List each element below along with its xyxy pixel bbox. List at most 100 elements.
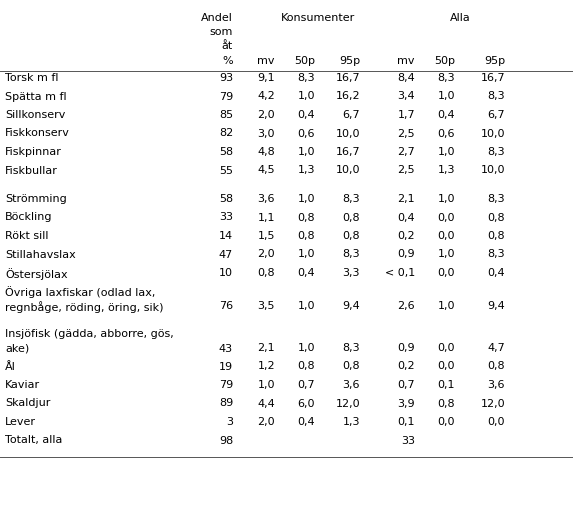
Text: 8,3: 8,3 bbox=[488, 194, 505, 204]
Text: 10,0: 10,0 bbox=[481, 128, 505, 138]
Text: 1,0: 1,0 bbox=[297, 194, 315, 204]
Text: 8,3: 8,3 bbox=[343, 194, 360, 204]
Text: Kaviar: Kaviar bbox=[5, 380, 40, 390]
Text: som: som bbox=[210, 27, 233, 37]
Text: 0,9: 0,9 bbox=[397, 343, 415, 353]
Text: 3,5: 3,5 bbox=[257, 301, 275, 311]
Text: Östersjölax: Östersjölax bbox=[5, 268, 68, 280]
Text: 2,0: 2,0 bbox=[257, 250, 275, 260]
Text: 1,0: 1,0 bbox=[297, 301, 315, 311]
Text: 4,5: 4,5 bbox=[257, 165, 275, 176]
Text: 0,0: 0,0 bbox=[438, 417, 455, 427]
Text: 1,3: 1,3 bbox=[438, 165, 455, 176]
Text: 85: 85 bbox=[219, 110, 233, 120]
Text: 1,0: 1,0 bbox=[297, 250, 315, 260]
Text: 1,5: 1,5 bbox=[257, 231, 275, 241]
Text: 4,2: 4,2 bbox=[257, 92, 275, 102]
Text: 2,0: 2,0 bbox=[257, 110, 275, 120]
Text: 0,8: 0,8 bbox=[488, 212, 505, 223]
Text: 58: 58 bbox=[219, 147, 233, 157]
Text: < 0,1: < 0,1 bbox=[384, 268, 415, 278]
Text: Fiskpinnar: Fiskpinnar bbox=[5, 147, 62, 157]
Text: 1,0: 1,0 bbox=[297, 343, 315, 353]
Text: 9,4: 9,4 bbox=[487, 301, 505, 311]
Text: 1,0: 1,0 bbox=[438, 147, 455, 157]
Text: 82: 82 bbox=[219, 128, 233, 138]
Text: 1,3: 1,3 bbox=[297, 165, 315, 176]
Text: 2,0: 2,0 bbox=[257, 417, 275, 427]
Text: 50p: 50p bbox=[294, 56, 315, 66]
Text: %: % bbox=[222, 56, 233, 66]
Text: Lever: Lever bbox=[5, 417, 36, 427]
Text: Alla: Alla bbox=[450, 13, 470, 23]
Text: Sillkonserv: Sillkonserv bbox=[5, 110, 65, 120]
Text: 16,7: 16,7 bbox=[480, 73, 505, 83]
Text: Torsk m fl: Torsk m fl bbox=[5, 73, 58, 83]
Text: 3,9: 3,9 bbox=[397, 398, 415, 409]
Text: 93: 93 bbox=[219, 73, 233, 83]
Text: 0,7: 0,7 bbox=[397, 380, 415, 390]
Text: 0,4: 0,4 bbox=[297, 268, 315, 278]
Text: Övriga laxfiskar (odlad lax,: Övriga laxfiskar (odlad lax, bbox=[5, 286, 155, 298]
Text: 3,6: 3,6 bbox=[488, 380, 505, 390]
Text: 3,4: 3,4 bbox=[397, 92, 415, 102]
Text: 4,8: 4,8 bbox=[257, 147, 275, 157]
Text: 43: 43 bbox=[219, 343, 233, 353]
Text: 14: 14 bbox=[219, 231, 233, 241]
Text: 1,0: 1,0 bbox=[438, 301, 455, 311]
Text: 0,0: 0,0 bbox=[438, 343, 455, 353]
Text: 3,0: 3,0 bbox=[257, 128, 275, 138]
Text: 16,7: 16,7 bbox=[335, 73, 360, 83]
Text: 0,4: 0,4 bbox=[297, 417, 315, 427]
Text: mv: mv bbox=[398, 56, 415, 66]
Text: 10: 10 bbox=[219, 268, 233, 278]
Text: 8,3: 8,3 bbox=[488, 92, 505, 102]
Text: Strömming: Strömming bbox=[5, 194, 66, 204]
Text: 0,8: 0,8 bbox=[297, 212, 315, 223]
Text: 1,2: 1,2 bbox=[257, 362, 275, 371]
Text: 1,1: 1,1 bbox=[257, 212, 275, 223]
Text: 95p: 95p bbox=[339, 56, 360, 66]
Text: 50p: 50p bbox=[434, 56, 455, 66]
Text: Andel: Andel bbox=[201, 13, 233, 23]
Text: 0,4: 0,4 bbox=[397, 212, 415, 223]
Text: 0,0: 0,0 bbox=[438, 362, 455, 371]
Text: 8,3: 8,3 bbox=[343, 250, 360, 260]
Text: 8,4: 8,4 bbox=[397, 73, 415, 83]
Text: 79: 79 bbox=[219, 380, 233, 390]
Text: 8,3: 8,3 bbox=[437, 73, 455, 83]
Text: 0,8: 0,8 bbox=[297, 362, 315, 371]
Text: 0,6: 0,6 bbox=[297, 128, 315, 138]
Text: Fiskkonserv: Fiskkonserv bbox=[5, 128, 70, 138]
Text: 1,0: 1,0 bbox=[438, 92, 455, 102]
Text: 16,7: 16,7 bbox=[335, 147, 360, 157]
Text: 47: 47 bbox=[219, 250, 233, 260]
Text: 2,1: 2,1 bbox=[257, 343, 275, 353]
Text: 10,0: 10,0 bbox=[336, 128, 360, 138]
Text: Ål: Ål bbox=[5, 362, 16, 371]
Text: 6,7: 6,7 bbox=[343, 110, 360, 120]
Text: Böckling: Böckling bbox=[5, 212, 53, 223]
Text: Spätta m fl: Spätta m fl bbox=[5, 92, 66, 102]
Text: 10,0: 10,0 bbox=[336, 165, 360, 176]
Text: 0,0: 0,0 bbox=[438, 231, 455, 241]
Text: 6,7: 6,7 bbox=[488, 110, 505, 120]
Text: 1,0: 1,0 bbox=[438, 194, 455, 204]
Text: 3: 3 bbox=[226, 417, 233, 427]
Text: 6,0: 6,0 bbox=[297, 398, 315, 409]
Text: 10,0: 10,0 bbox=[481, 165, 505, 176]
Text: 0,8: 0,8 bbox=[297, 231, 315, 241]
Text: 3,6: 3,6 bbox=[257, 194, 275, 204]
Text: Rökt sill: Rökt sill bbox=[5, 231, 49, 241]
Text: 0,4: 0,4 bbox=[297, 110, 315, 120]
Text: 0,6: 0,6 bbox=[438, 128, 455, 138]
Text: 0,2: 0,2 bbox=[397, 231, 415, 241]
Text: 98: 98 bbox=[219, 436, 233, 445]
Text: regnbåge, röding, öring, sik): regnbåge, röding, öring, sik) bbox=[5, 301, 163, 313]
Text: 3,6: 3,6 bbox=[343, 380, 360, 390]
Text: 0,9: 0,9 bbox=[397, 250, 415, 260]
Text: Fiskbullar: Fiskbullar bbox=[5, 165, 58, 176]
Text: 0,8: 0,8 bbox=[343, 362, 360, 371]
Text: 0,0: 0,0 bbox=[438, 268, 455, 278]
Text: 1,7: 1,7 bbox=[397, 110, 415, 120]
